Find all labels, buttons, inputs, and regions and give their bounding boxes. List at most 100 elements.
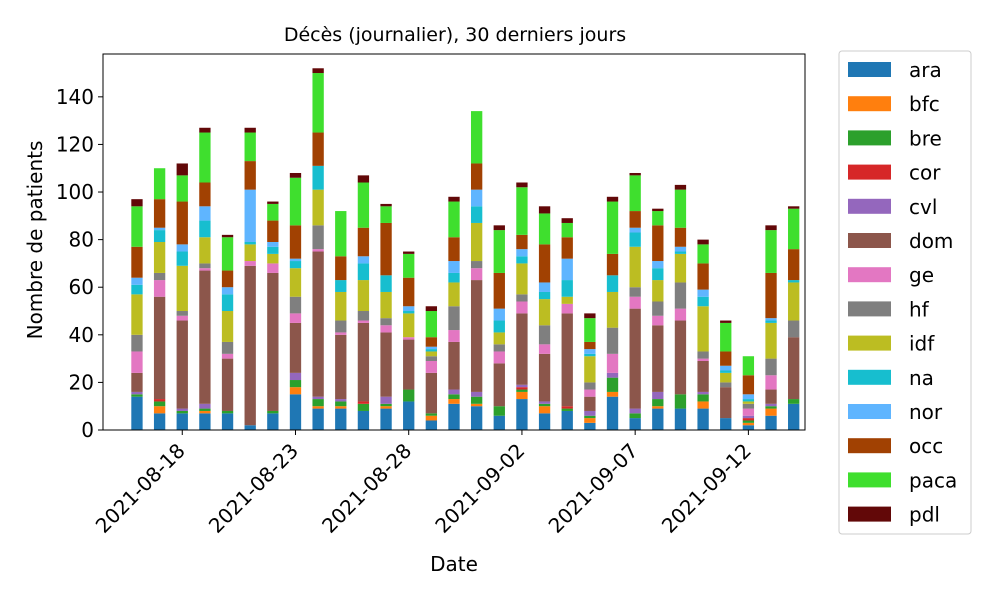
bar-segment-hf [765, 358, 777, 376]
bar-segment-paca [244, 132, 256, 162]
bar-segment-ge [584, 389, 596, 397]
bar-segment-cvl [470, 391, 483, 397]
bar-segment-pdl [765, 225, 777, 231]
bar-segment-occ [425, 337, 438, 347]
bar-segment-cvl [697, 391, 709, 395]
bar-segment-cvl [199, 403, 211, 409]
bar-segment-pdl [312, 68, 324, 74]
bar-segment-hf [380, 318, 392, 326]
legend-label-na: na [909, 366, 934, 390]
bar-segment-pdl [561, 218, 573, 223]
bar-segment-occ [561, 237, 573, 259]
bar-segment-ara [697, 408, 709, 430]
bar-segment-occ [289, 225, 302, 259]
bar-segment-pdl [493, 225, 505, 231]
bar-segment-ara [493, 415, 505, 430]
bar-segment-occ [674, 227, 687, 247]
bar-segment-nor [131, 277, 143, 285]
bar-segment-cvl [448, 389, 460, 395]
legend-swatch-ge [848, 267, 891, 283]
bar-segment-idf [153, 242, 166, 273]
bar-segment-pdl [538, 206, 551, 214]
bar-segment-occ [176, 201, 188, 245]
bar-segment-ge [561, 303, 573, 314]
bar-segment-nor [516, 249, 528, 257]
bar-segment-ara [584, 422, 596, 430]
bar-segment-dom [357, 322, 370, 402]
bars [131, 68, 800, 430]
y-tick-label: 0 [81, 418, 94, 442]
bar-segment-nor [221, 287, 234, 295]
y-tick-label: 120 [56, 132, 94, 156]
bar-segment-cvl [629, 408, 641, 414]
bar-segment-nor [267, 242, 279, 247]
bar-segment-hf [697, 351, 709, 359]
bar-segment-occ [470, 163, 483, 190]
legend-label-ge: ge [909, 263, 934, 287]
bar-segment-bre [606, 377, 619, 392]
bar-segment-bfc [742, 422, 755, 426]
bar-segment-pdl [629, 172, 641, 176]
bar-segment-dom [674, 320, 687, 395]
bar-segment-bfc [697, 401, 709, 409]
bar-segment-hf [176, 311, 188, 316]
bar-segment-ge [199, 268, 211, 271]
bar-segment-hf [674, 282, 687, 309]
bar-segment-ge [289, 313, 302, 323]
bar-segment-na [199, 220, 211, 238]
bar-segment-nor [199, 206, 211, 221]
bar-segment-paca [742, 356, 755, 376]
bar-segment-ge [742, 408, 755, 416]
bar-segment-ara [289, 394, 302, 430]
bar-segment-dom [289, 322, 302, 373]
bar-segment-cvl [742, 415, 755, 419]
bar-segment-ara [153, 413, 166, 430]
bar-segment-hf [742, 403, 755, 409]
x-tick-label: 2021-08-18 [91, 439, 190, 538]
bar-segment-ara [652, 408, 664, 430]
bar-segment-pdl [788, 206, 800, 209]
bar-segment-idf [697, 306, 709, 352]
bar-segment-pdl [244, 127, 256, 133]
bar-segment-ara [629, 418, 641, 430]
bar-segment-ge [425, 360, 438, 373]
legend-swatch-occ [848, 438, 891, 454]
bar-segment-bfc [470, 403, 483, 407]
bar-segment-occ [788, 249, 800, 281]
bar-segment-nor [674, 246, 687, 252]
y-tick-label: 60 [69, 275, 94, 299]
bar-segment-pdl [131, 199, 143, 207]
bar-segment-paca [697, 244, 709, 264]
bar-segment-hf [516, 294, 528, 302]
bar-segment-ara [267, 413, 279, 430]
bar-segment-nor [289, 258, 302, 262]
bar-segment-hf [448, 306, 460, 331]
bar-segment-cor [516, 387, 528, 390]
bar-segment-ara [357, 410, 370, 430]
legend-box [838, 50, 972, 535]
bar-segment-hf [629, 287, 641, 297]
bar-segment-ara [380, 408, 392, 430]
bar-segment-nor [425, 346, 438, 350]
legend-swatch-cvl [848, 198, 891, 214]
bar-segment-na [584, 353, 596, 357]
bar-segment-idf [493, 332, 505, 345]
bar-segment-na [538, 291, 551, 300]
bar-segment-bre [538, 403, 551, 407]
bar-segment-ge [629, 296, 641, 309]
x-axis-title: Date [430, 552, 478, 576]
bar-segment-ge [176, 315, 188, 321]
bar-segment-bfc [652, 406, 664, 409]
bar-segment-occ [629, 211, 641, 228]
bar-segment-occ [335, 256, 347, 281]
x-tick-label: 2021-08-28 [317, 439, 416, 538]
bar-segment-occ [131, 246, 143, 278]
bar-segment-ara [742, 425, 755, 430]
bar-segment-na [629, 232, 641, 247]
bar-segment-bfc [153, 406, 166, 414]
bar-segment-cvl [335, 399, 347, 402]
bar-segment-occ [221, 270, 234, 288]
bar-segment-na [470, 206, 483, 223]
bar-segment-cvl [176, 408, 188, 411]
